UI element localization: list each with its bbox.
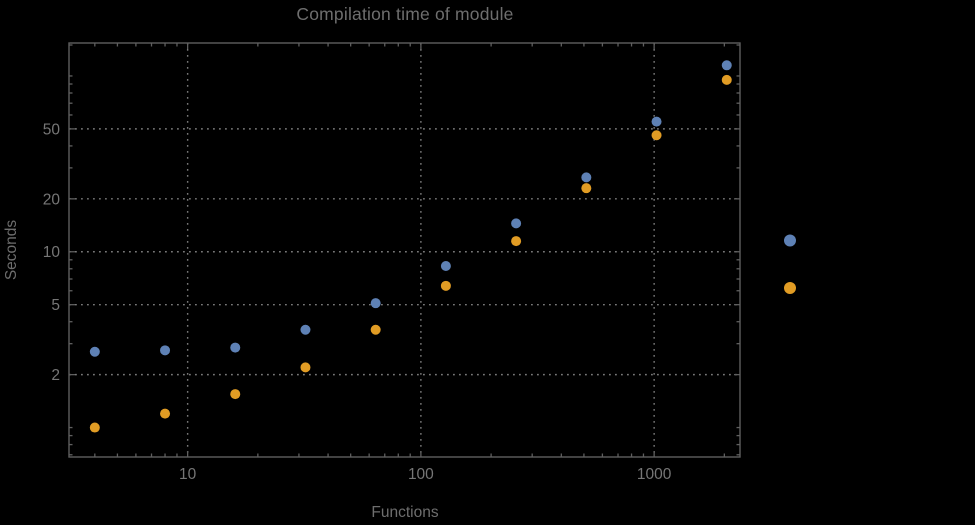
data-point-series-2-orange bbox=[370, 324, 381, 335]
data-point-series-2-orange bbox=[89, 422, 100, 433]
x-axis-label: Functions bbox=[371, 504, 439, 521]
y-tick-label: 20 bbox=[43, 191, 61, 208]
y-tick-label: 5 bbox=[51, 297, 60, 314]
data-point-series-2-orange bbox=[230, 389, 241, 400]
data-point-series-2-orange bbox=[300, 362, 311, 373]
y-tick-label: 2 bbox=[51, 367, 60, 384]
data-point-series-1-blue bbox=[651, 116, 662, 127]
data-point-series-2-orange bbox=[581, 183, 592, 194]
chart-title: Compilation time of module bbox=[296, 4, 514, 24]
x-tick-label: 1000 bbox=[637, 466, 672, 483]
data-point-series-1-blue bbox=[440, 260, 451, 271]
data-point-series-2-orange bbox=[440, 280, 451, 291]
data-point-series-2-orange bbox=[511, 236, 522, 247]
data-point-series-2-orange bbox=[651, 130, 662, 141]
data-point-series-1-blue bbox=[89, 346, 100, 357]
plot-frame bbox=[68, 42, 741, 458]
y-axis-label-text: Seconds bbox=[3, 219, 20, 281]
data-point-series-1-blue bbox=[511, 218, 522, 229]
x-tick-label: 100 bbox=[408, 466, 434, 483]
data-point-series-2-orange bbox=[721, 74, 732, 85]
y-tick-label: 10 bbox=[43, 244, 61, 261]
data-point-series-1-blue bbox=[300, 324, 311, 335]
data-point-series-2-orange bbox=[160, 408, 171, 419]
data-point-series-1-blue bbox=[370, 298, 381, 309]
data-point-series-1-blue bbox=[230, 342, 241, 353]
data-point-series-1-blue bbox=[160, 345, 171, 356]
legend-marker-series-1-blue bbox=[784, 234, 796, 247]
legend-marker-series-2-orange bbox=[784, 282, 796, 294]
y-tick-label: 50 bbox=[43, 121, 61, 138]
data-point-series-1-blue bbox=[581, 172, 592, 183]
data-point-series-1-blue bbox=[721, 60, 732, 71]
x-tick-label: 10 bbox=[179, 466, 197, 483]
